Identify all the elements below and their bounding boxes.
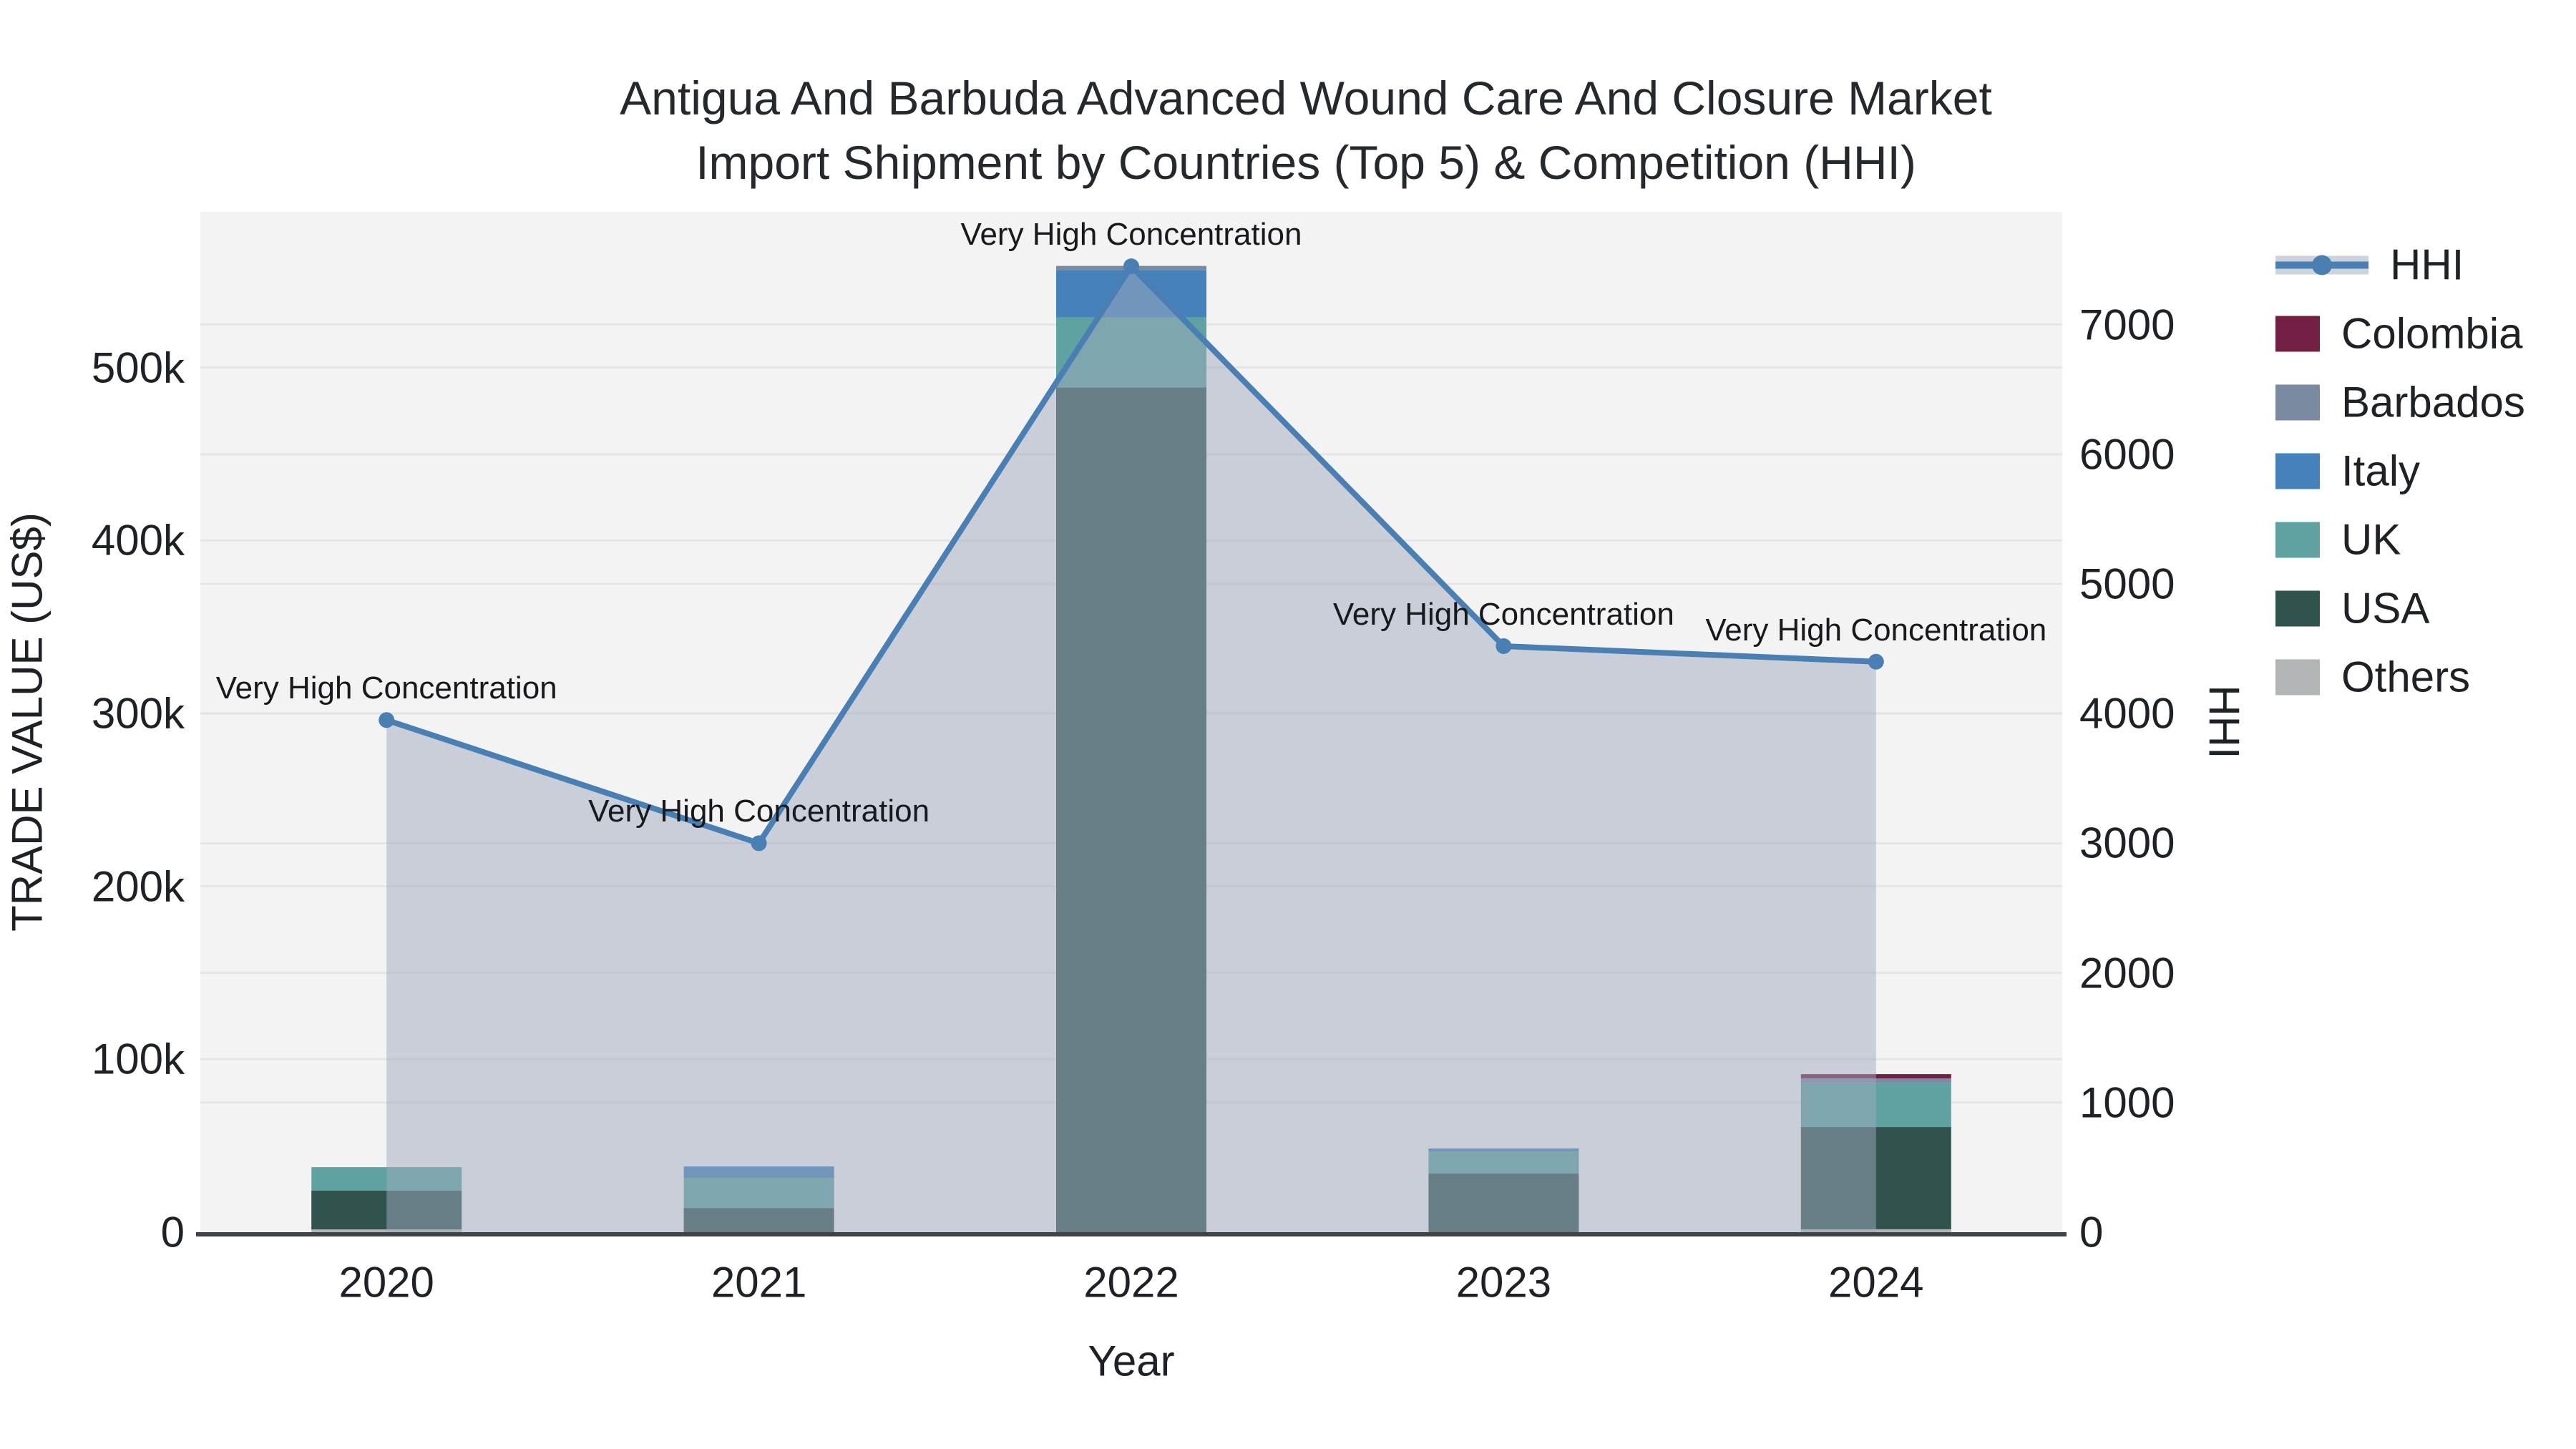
- hhi-area-fill: [386, 266, 1876, 1232]
- legend-label: HHI: [2390, 240, 2464, 289]
- chart-title-line2: Import Shipment by Countries (Top 5) & C…: [696, 136, 1916, 189]
- x-axis-tick-2022: 2022: [1083, 1258, 1179, 1307]
- hhi-marker-2024[interactable]: [1868, 653, 1884, 670]
- x-axis-tick-2020: 2020: [338, 1258, 434, 1307]
- legend-item-uk[interactable]: UK: [2275, 515, 2401, 565]
- italy-swatch-icon: [2275, 453, 2320, 489]
- right-axis-tick: 6000: [2079, 430, 2175, 479]
- left-axis-tick: 0: [160, 1208, 185, 1257]
- left-axis-title: TRADE VALUE (US$): [3, 512, 52, 932]
- legend-item-others[interactable]: Others: [2275, 653, 2470, 702]
- right-axis-tick: 4000: [2079, 689, 2175, 738]
- x-axis-title: Year: [1088, 1337, 1175, 1385]
- legend-item-italy[interactable]: Italy: [2275, 447, 2420, 496]
- colombia-swatch-icon: [2275, 316, 2320, 351]
- legend-item-colombia[interactable]: Colombia: [2275, 309, 2522, 358]
- x-axis-line: [196, 1232, 2067, 1236]
- right-axis-tick: 2000: [2079, 949, 2175, 997]
- hhi-marker-2021[interactable]: [751, 835, 767, 852]
- legend-item-hhi[interactable]: HHI: [2275, 240, 2464, 290]
- chart-title: Antigua And Barbuda Advanced Wound Care …: [620, 66, 1992, 195]
- legend-item-usa[interactable]: USA: [2275, 584, 2429, 633]
- legend-label: USA: [2341, 584, 2430, 633]
- right-axis-tick: 3000: [2079, 819, 2175, 867]
- hhi-line-swatch-icon: [2275, 247, 2368, 283]
- left-axis-tick: 200k: [91, 862, 185, 911]
- hhi-marker-2022[interactable]: [1123, 258, 1139, 275]
- annotation-2024: Very High Concentration: [1705, 612, 2047, 648]
- x-axis-tick-2024: 2024: [1828, 1258, 1924, 1307]
- hhi-marker-2020[interactable]: [379, 712, 395, 728]
- barbados-swatch-icon: [2275, 384, 2320, 420]
- legend-label: Others: [2341, 653, 2471, 701]
- right-axis-tick: 0: [2079, 1208, 2104, 1257]
- legend-label: Barbados: [2341, 378, 2525, 426]
- others-swatch-icon: [2275, 659, 2320, 695]
- annotation-2020: Very High Concentration: [215, 670, 557, 706]
- annotation-2021: Very High Concentration: [588, 794, 930, 829]
- annotation-2023: Very High Concentration: [1332, 597, 1674, 632]
- legend-label: UK: [2341, 515, 2401, 564]
- usa-swatch-icon: [2275, 590, 2320, 626]
- right-axis-tick: 7000: [2079, 301, 2175, 349]
- annotation-2022: Very High Concentration: [960, 217, 1302, 253]
- right-axis-title: HHI: [2200, 685, 2248, 759]
- legend-label: Italy: [2341, 447, 2421, 495]
- legend-label: Colombia: [2341, 309, 2523, 358]
- right-axis-tick: 1000: [2079, 1078, 2175, 1127]
- left-axis-tick: 100k: [91, 1035, 185, 1083]
- legend-item-barbados[interactable]: Barbados: [2275, 378, 2525, 427]
- left-axis-tick: 500k: [91, 343, 185, 392]
- left-axis-tick: 300k: [91, 689, 185, 738]
- hhi-marker-2023[interactable]: [1496, 638, 1512, 655]
- chart-title-line1: Antigua And Barbuda Advanced Wound Care …: [620, 72, 1992, 125]
- x-axis-tick-2023: 2023: [1455, 1258, 1552, 1307]
- left-axis-tick: 400k: [91, 516, 185, 565]
- right-axis-tick: 5000: [2079, 560, 2175, 608]
- x-axis-tick-2021: 2021: [711, 1258, 807, 1307]
- uk-swatch-icon: [2275, 522, 2320, 557]
